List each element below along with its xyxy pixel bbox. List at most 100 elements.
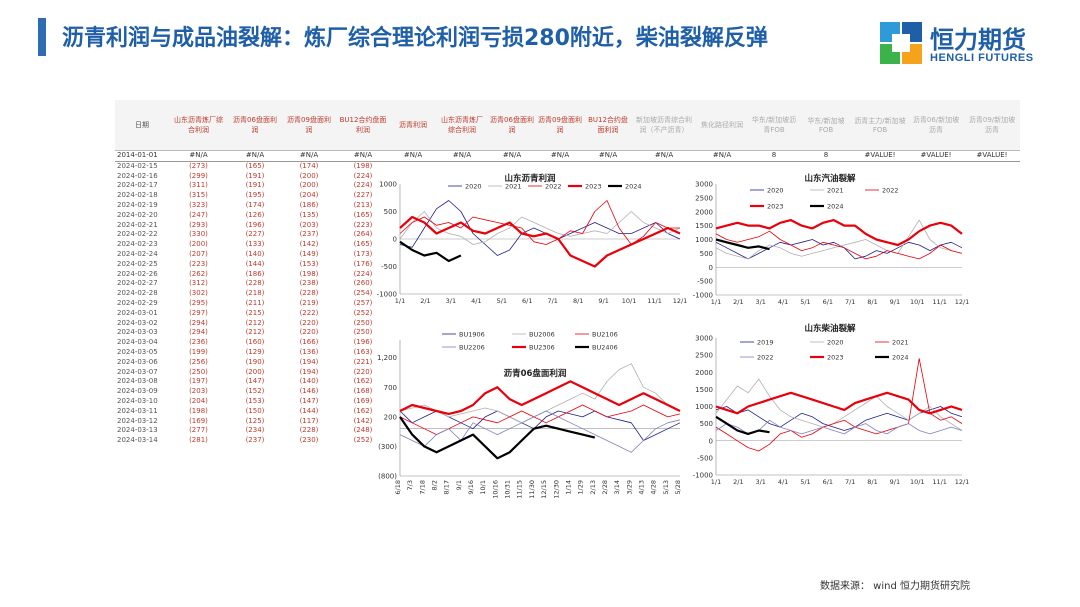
series-line-2020 [399, 200, 681, 256]
table-row: 2024-03-13 (277) (234) (228) (248) [115, 426, 1020, 436]
series-line-2022 [399, 200, 680, 245]
table-header-cell: 华东/新加坡FOB [800, 100, 852, 151]
x-tick-label: 1/1 [711, 298, 721, 306]
x-tick-label: 1/1 [711, 478, 721, 486]
table-cell: (129) [245, 347, 265, 356]
x-tick-label: 10/1 [622, 297, 637, 305]
table-cell: (142) [299, 240, 319, 249]
x-tick-label: 4/13 [637, 480, 645, 495]
table-cell: (252) [353, 308, 373, 317]
x-tick-label: 7/18 [418, 480, 426, 495]
table-cell: (194) [299, 367, 319, 376]
table-cell: #N/A [390, 150, 436, 162]
table-row: 2024-03-01 (297) (215) (222) (252) [115, 309, 1020, 319]
x-tick-label: 2/1 [733, 298, 743, 306]
x-tick-label: 12/1 [673, 297, 688, 305]
table-cell: (147) [299, 396, 319, 405]
table-cell: (250) [353, 318, 373, 327]
table-cell: #VALUE! [908, 150, 964, 162]
y-tick-label: 2500 [695, 194, 713, 202]
table-row: 2024-03-14 (281) (237) (230) (252) [115, 436, 1020, 446]
table-row: 2024-02-20 (247) (126) (135) (165) [115, 211, 1020, 221]
table-cell: (200) [299, 171, 319, 180]
x-tick-label: 4/1 [471, 297, 481, 305]
table-header-cell: 沥青06/新加坡沥青 [908, 100, 964, 151]
table-cell: (200) [299, 181, 319, 190]
table-cell: 2024-03-13 [117, 426, 158, 435]
series-line-2022 [715, 230, 963, 260]
table-cell: (186) [299, 200, 319, 209]
series-line-2024 [715, 238, 770, 251]
table-cell: 2024-03-01 [117, 308, 158, 317]
profit-data-table: 日期 山东沥青炼厂综合利润 沥青06盘面利润 沥青09盘面利润 BU12合约盘面利润 沥青… [115, 100, 1020, 446]
table-cell: (220) [299, 318, 319, 327]
table-cell: (221) [353, 357, 373, 366]
table-cell: (186) [245, 269, 265, 278]
table-header-cell: 华东/新加坡沥青FOB [748, 100, 800, 151]
table-cell: (165) [245, 161, 265, 170]
x-tick-label: 2/1 [733, 478, 743, 486]
table-cell: (140) [299, 377, 319, 386]
table-cell: (196) [245, 220, 265, 229]
table-cell: 2024-03-09 [117, 387, 158, 396]
x-tick-label: 4/28 [650, 480, 658, 495]
x-tick-label: 11/15 [516, 480, 524, 499]
table-cell: (190) [245, 357, 265, 366]
series-line-2024 [399, 240, 462, 263]
y-tick-label: 2500 [695, 352, 713, 360]
x-tick-label: 10/31 [504, 480, 512, 499]
x-tick-label: 7/1 [547, 297, 557, 305]
table-header-cell: BU12合约盘面利润 [584, 100, 632, 151]
table-cell: 2024-03-12 [117, 416, 158, 425]
x-tick-label: 6/18 [394, 480, 402, 495]
table-header-cell: 焦化路径利润 [696, 100, 748, 151]
y-tick-label: 0 [709, 437, 713, 445]
series-line-2019 [715, 406, 963, 431]
table-header-cell: 沥青09/新加坡沥青 [964, 100, 1020, 151]
x-tick-label: 5/1 [800, 478, 810, 486]
table-cell: (152) [245, 387, 265, 396]
table-cell: (294) [189, 318, 208, 327]
table-row: 2024-02-29 (295) (211) (219) (257) [115, 299, 1020, 309]
x-tick-label: 5/13 [662, 480, 670, 495]
table-cell: #N/A [536, 150, 584, 162]
table-cell: (277) [189, 426, 208, 435]
table-cell: (323) [189, 200, 208, 209]
table-row: 2024-03-05 (199) (129) (136) (163) [115, 348, 1020, 358]
table-header-cell: 沥青06盘面利润 [488, 100, 536, 151]
table-cell: (295) [189, 298, 208, 307]
table-cell: (174) [299, 161, 319, 170]
table-cell: #N/A [336, 150, 390, 162]
table-cell: (252) [353, 436, 373, 445]
table-cell: (234) [245, 426, 265, 435]
table-cell: 2024-02-25 [117, 259, 158, 268]
table-cell: #N/A [696, 150, 748, 162]
table-cell: (163) [353, 347, 373, 356]
table-cell: (212) [245, 318, 265, 327]
x-tick-label: 4/1 [778, 298, 788, 306]
table-cell: (297) [189, 308, 208, 317]
y-tick-label: (800) [378, 473, 397, 481]
table-cell: (199) [189, 347, 208, 356]
series-line-2024 [715, 415, 770, 436]
table-row: 2024-02-18 (315) (195) (204) (227) [115, 191, 1020, 201]
table-cell: (293) [189, 220, 208, 229]
table-cell: 2024-03-03 [117, 328, 158, 337]
table-cell: (312) [189, 279, 208, 288]
legend-label: 2019 [757, 339, 774, 347]
x-tick-label: 11/30 [528, 480, 536, 499]
logo-icon [880, 22, 922, 64]
legend-label: 2021 [892, 339, 909, 347]
x-tick-label: 7/1 [845, 298, 855, 306]
table-cell: (200) [189, 240, 208, 249]
y-tick-label: 0 [393, 236, 397, 244]
table-cell: #N/A [584, 150, 632, 162]
table-cell: 2024-03-06 [117, 357, 158, 366]
legend-label: BU2206 [459, 344, 485, 352]
table-cell: (330) [189, 230, 208, 239]
table-header-cell: 日期 [115, 100, 169, 151]
legend-label: 2022 [882, 187, 899, 195]
y-tick-label: 1000 [695, 236, 713, 244]
x-tick-label: 5/1 [497, 297, 507, 305]
table-cell: 2024-02-26 [117, 269, 158, 278]
